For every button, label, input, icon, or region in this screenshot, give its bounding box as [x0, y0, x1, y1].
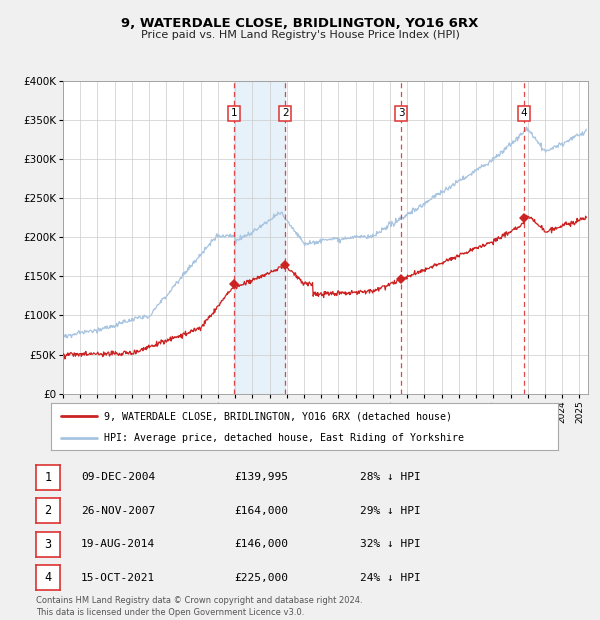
Text: 2: 2	[44, 505, 52, 517]
Text: 1: 1	[231, 108, 238, 118]
Text: 15-OCT-2021: 15-OCT-2021	[81, 573, 155, 583]
Text: 9, WATERDALE CLOSE, BRIDLINGTON, YO16 6RX (detached house): 9, WATERDALE CLOSE, BRIDLINGTON, YO16 6R…	[104, 411, 452, 421]
Text: 09-DEC-2004: 09-DEC-2004	[81, 472, 155, 482]
Text: 9, WATERDALE CLOSE, BRIDLINGTON, YO16 6RX: 9, WATERDALE CLOSE, BRIDLINGTON, YO16 6R…	[121, 17, 479, 30]
Text: 4: 4	[521, 108, 527, 118]
Text: 24% ↓ HPI: 24% ↓ HPI	[360, 573, 421, 583]
Text: 3: 3	[398, 108, 404, 118]
Text: £164,000: £164,000	[234, 506, 288, 516]
Text: £146,000: £146,000	[234, 539, 288, 549]
Text: 29% ↓ HPI: 29% ↓ HPI	[360, 506, 421, 516]
Text: 19-AUG-2014: 19-AUG-2014	[81, 539, 155, 549]
Text: £225,000: £225,000	[234, 573, 288, 583]
Text: 4: 4	[44, 572, 52, 584]
Text: £139,995: £139,995	[234, 472, 288, 482]
Text: Price paid vs. HM Land Registry's House Price Index (HPI): Price paid vs. HM Land Registry's House …	[140, 30, 460, 40]
Text: HPI: Average price, detached house, East Riding of Yorkshire: HPI: Average price, detached house, East…	[104, 433, 464, 443]
Text: 26-NOV-2007: 26-NOV-2007	[81, 506, 155, 516]
Text: 3: 3	[44, 538, 52, 551]
Bar	[234, 81, 285, 394]
Text: 32% ↓ HPI: 32% ↓ HPI	[360, 539, 421, 549]
Text: 1: 1	[44, 471, 52, 484]
Text: 28% ↓ HPI: 28% ↓ HPI	[360, 472, 421, 482]
Text: 2: 2	[282, 108, 289, 118]
Text: Contains HM Land Registry data © Crown copyright and database right 2024.
This d: Contains HM Land Registry data © Crown c…	[36, 596, 362, 617]
